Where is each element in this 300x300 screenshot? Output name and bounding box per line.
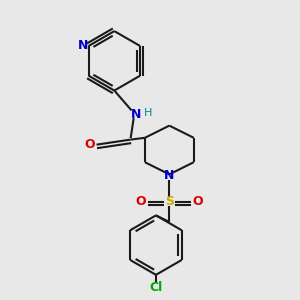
Text: N: N — [78, 39, 88, 52]
Text: Cl: Cl — [149, 281, 163, 294]
Text: O: O — [85, 138, 95, 151]
Text: O: O — [193, 195, 203, 208]
Text: N: N — [164, 169, 175, 182]
Text: N: N — [131, 107, 141, 121]
Text: S: S — [165, 195, 174, 208]
Text: H: H — [143, 108, 152, 118]
Text: O: O — [136, 195, 146, 208]
